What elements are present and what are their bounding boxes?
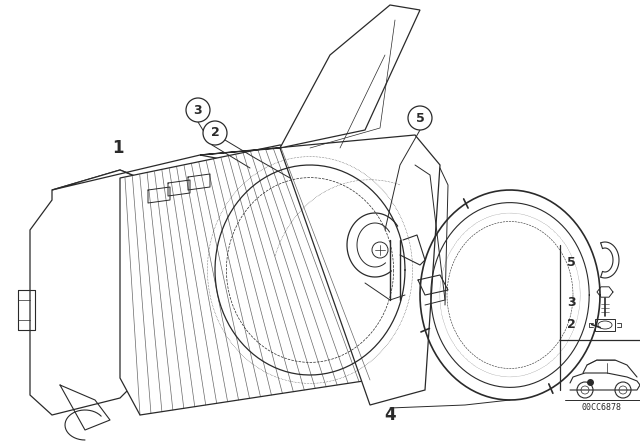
Bar (595, 319, 615, 331)
Text: 3: 3 (194, 103, 202, 116)
Text: 5: 5 (415, 112, 424, 125)
Polygon shape (280, 5, 420, 148)
Text: 4: 4 (384, 406, 396, 424)
Circle shape (186, 98, 210, 122)
Polygon shape (52, 155, 278, 190)
Circle shape (408, 106, 432, 130)
Circle shape (203, 121, 227, 145)
Polygon shape (120, 145, 370, 415)
Text: 00CC6878: 00CC6878 (582, 404, 622, 413)
Text: 2: 2 (211, 126, 220, 139)
Text: 2: 2 (567, 319, 576, 332)
Text: 5: 5 (567, 255, 576, 268)
Polygon shape (200, 135, 440, 405)
Text: 1: 1 (112, 139, 124, 157)
Polygon shape (30, 170, 140, 415)
Text: 3: 3 (567, 296, 575, 309)
